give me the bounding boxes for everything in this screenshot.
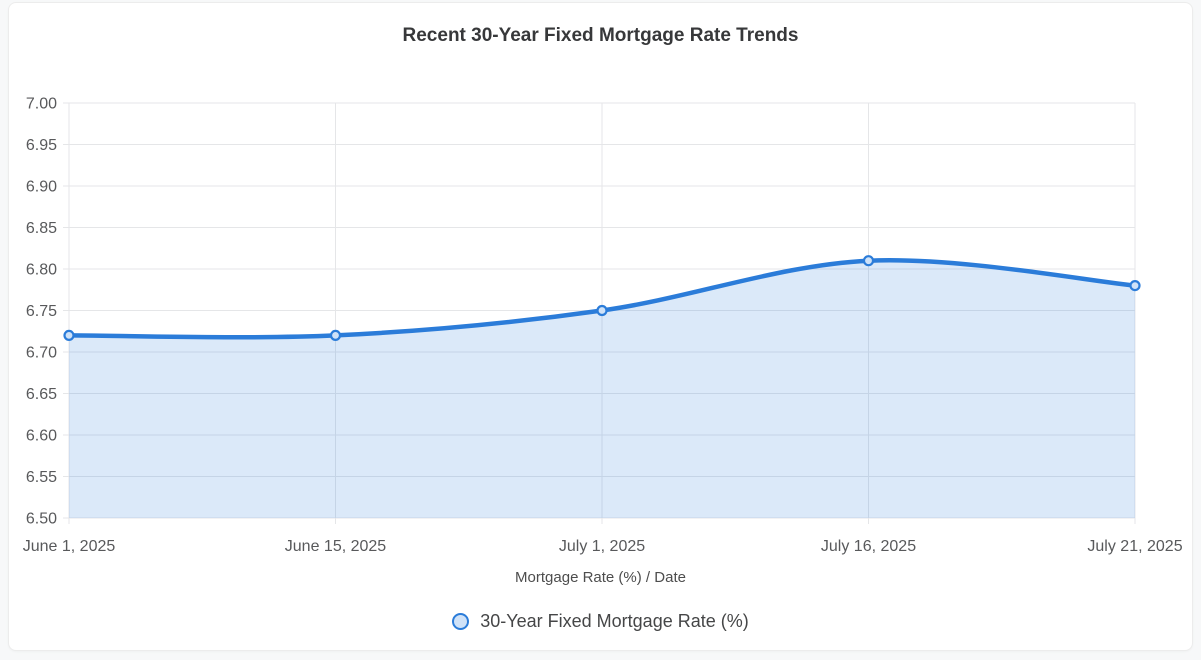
y-tick-label: 6.55 <box>26 469 57 486</box>
y-tick-label: 6.60 <box>26 428 57 445</box>
y-tick-label: 6.65 <box>26 386 57 403</box>
x-tick-label: July 1, 2025 <box>559 538 645 555</box>
y-tick-label: 6.90 <box>26 179 57 196</box>
y-tick-label: 6.75 <box>26 303 57 320</box>
x-tick-label: July 16, 2025 <box>821 538 916 555</box>
y-tick-label: 6.85 <box>26 220 57 237</box>
data-point[interactable] <box>596 304 608 317</box>
x-axis-title: Mortgage Rate (%) / Date <box>515 569 686 586</box>
legend-label: 30-Year Fixed Mortgage Rate (%) <box>480 610 749 631</box>
y-tick-label: 6.95 <box>26 137 57 154</box>
x-tick-label: June 15, 2025 <box>285 538 387 555</box>
y-tick-label: 7.00 <box>26 96 57 113</box>
data-point[interactable] <box>329 329 342 341</box>
y-tick-label: 6.50 <box>26 511 57 528</box>
data-point[interactable] <box>1129 280 1141 292</box>
y-tick-label: 6.80 <box>26 262 57 279</box>
data-point[interactable] <box>862 255 875 267</box>
x-tick-label: July 21, 2025 <box>1087 538 1182 555</box>
chart-card: Recent 30-Year Fixed Mortgage Rate Trend… <box>8 2 1193 651</box>
mortgage-rate-line-chart[interactable]: 7.00 6.95 6.90 6.85 6.80 6.75 6.70 6.65 6.60 6.55… <box>9 3 1192 563</box>
data-point[interactable] <box>63 329 75 341</box>
x-tick-label: June 1, 2025 <box>23 538 116 555</box>
legend-item[interactable]: 30-Year Fixed Mortgage Rate (%) <box>9 605 1192 637</box>
chart-title: Recent 30-Year Fixed Mortgage Rate Trend… <box>402 25 799 46</box>
area-fill <box>69 260 1135 518</box>
legend-point-icon <box>452 612 470 630</box>
y-tick-label: 6.70 <box>26 345 57 362</box>
